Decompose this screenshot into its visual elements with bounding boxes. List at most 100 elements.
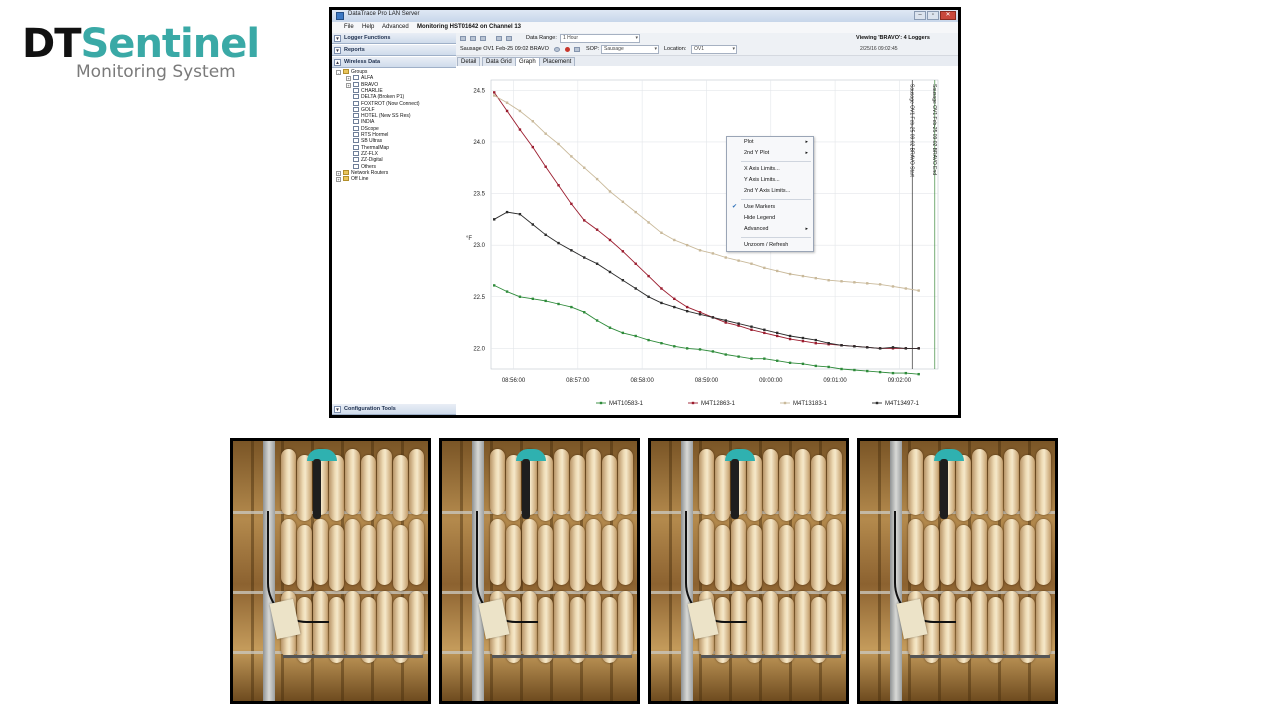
expand-icon[interactable]: + <box>336 177 341 183</box>
sausage-link <box>811 597 826 663</box>
sausage-probe-photo <box>648 438 849 704</box>
minimize-button[interactable]: – <box>914 11 926 20</box>
tree-item-label: CHARLIE <box>361 87 383 94</box>
tree-item[interactable]: + Network Routers <box>336 169 388 177</box>
tree-item[interactable]: Others <box>346 163 376 171</box>
legend-label[interactable]: M4T12863-1 <box>701 401 736 407</box>
menu-advanced[interactable]: Advanced <box>382 24 409 30</box>
context-menu-item[interactable]: Plot ▸ <box>727 137 813 148</box>
data-point <box>634 334 637 338</box>
data-point <box>711 350 715 353</box>
configuration-tools-label: Configuration Tools <box>344 406 396 412</box>
title-bar: DataTrace Pro LAN Server – ▫ ✕ <box>332 10 958 22</box>
context-menu-item[interactable]: 2nd Y Axis Limits... <box>727 186 813 197</box>
event-marker-label: Sausage OV1 Feb-25 09:02 BRAVO Start <box>908 84 914 177</box>
context-menu-item[interactable]: Y Axis Limits... <box>727 175 813 186</box>
tree-item-label: INDIA <box>361 119 375 126</box>
close-button[interactable]: ✕ <box>940 11 956 20</box>
tree-item[interactable]: DScope <box>346 125 379 133</box>
tree-item[interactable]: + ALFA <box>346 75 373 82</box>
pause-icon[interactable] <box>554 47 560 52</box>
wireless-data-header[interactable]: ▴ Wireless Data <box>332 57 456 68</box>
undo-icon[interactable] <box>470 36 476 41</box>
app-icon <box>336 12 344 20</box>
data-point <box>724 256 727 259</box>
check-icon[interactable] <box>460 36 466 41</box>
data-range-select[interactable]: 1 Hour <box>560 34 640 43</box>
maximize-button[interactable]: ▫ <box>927 11 939 20</box>
sausage-link <box>329 597 344 663</box>
menu-help[interactable]: Help <box>362 24 375 30</box>
sausage-link <box>956 455 971 521</box>
context-menu-item[interactable]: Unzoom / Refresh <box>727 240 813 251</box>
rack-pole <box>681 441 693 701</box>
grid-icon <box>353 106 359 112</box>
stop-icon[interactable] <box>574 47 580 52</box>
data-point <box>531 120 535 123</box>
context-menu-item[interactable]: Advanced ▸ <box>727 224 813 235</box>
tree-item[interactable]: GOLF <box>346 106 375 114</box>
event-marker-label: Sausage OV1 Feb-25 09:02 BRAVO End <box>931 84 937 175</box>
run-name: Sausage OV1 Feb-25 09:02 BRAVO <box>460 46 549 52</box>
temperature-chart[interactable]: 22.0 22.5 23.0 23.5 24.0 24.5 08:56:00 08:57:00… <box>456 66 958 415</box>
context-menu-item[interactable]: 2nd Y Plot ▸ <box>727 148 813 159</box>
tree-item[interactable]: ZZ-Digital <box>346 157 383 164</box>
sausage-link <box>361 455 376 521</box>
data-point <box>840 367 843 371</box>
sausage-link <box>570 525 585 591</box>
redo-icon[interactable] <box>480 36 486 41</box>
tree-item[interactable]: INDIA <box>346 119 374 126</box>
collapse-icon[interactable]: - <box>336 70 341 75</box>
tree-item[interactable]: RTS Hormel <box>346 132 388 139</box>
record-icon[interactable] <box>565 47 570 52</box>
sausage-link <box>393 455 408 521</box>
tree-item[interactable]: FOXTROT (Now Connect) <box>346 100 420 108</box>
legend-marker <box>599 401 603 405</box>
expand-icon[interactable]: + <box>336 170 341 176</box>
data-point <box>544 132 547 135</box>
data-point <box>673 305 676 309</box>
tree-item[interactable]: SB Ultras <box>346 138 382 145</box>
legend-label[interactable]: M4T13497-1 <box>885 401 920 407</box>
expand-icon[interactable]: + <box>346 76 351 82</box>
sop-select[interactable]: Sausage <box>601 45 659 54</box>
tab-placement[interactable]: Placement <box>539 57 576 66</box>
sausage-probe-photo <box>230 438 431 704</box>
tree-item[interactable]: + Off Line <box>336 176 368 183</box>
tree-item[interactable]: - Groups <box>336 69 367 76</box>
sausage-link <box>827 519 842 585</box>
context-menu-item[interactable]: Hide Legend <box>727 213 813 224</box>
context-menu-item[interactable]: Use Markers ✔ <box>727 202 813 213</box>
data-point <box>763 331 766 335</box>
logger-functions-header[interactable]: ▾ Logger Functions <box>332 33 456 44</box>
grid-icon <box>353 100 359 106</box>
context-menu-item[interactable]: X Axis Limits... <box>727 164 813 175</box>
tree-item[interactable]: CHARLIE <box>346 87 383 95</box>
tab-detail[interactable]: Detail <box>457 57 481 66</box>
sausage-link <box>1020 455 1035 521</box>
sausage-link <box>956 525 971 591</box>
configuration-tools-header[interactable]: ▾ Configuration Tools <box>332 404 456 415</box>
sausage-link <box>1036 591 1051 657</box>
tree-item[interactable]: ThermalMap <box>346 144 389 152</box>
tree-item-label: FOXTROT (Now Connect) <box>361 100 420 107</box>
expand-icon[interactable]: + <box>346 82 351 88</box>
data-point <box>917 372 920 376</box>
tree-item[interactable]: HOTEL (New SS Res) <box>346 113 411 120</box>
sausage-link <box>1036 449 1051 515</box>
tab-data-grid[interactable]: Data Grid <box>482 57 516 66</box>
x-tick-label: 09:01:00 <box>823 378 847 384</box>
tree-item[interactable]: DELTA (Broken P1) <box>346 94 404 101</box>
sausage-link <box>538 455 553 521</box>
logger-functions-label: Logger Functions <box>344 35 391 41</box>
reports-header[interactable]: ▾ Reports <box>332 45 456 56</box>
legend-label[interactable]: M4T10583-1 <box>609 401 644 407</box>
tree-item[interactable]: ZZ-FLX <box>346 150 378 158</box>
sausage-link <box>490 449 505 515</box>
location-select[interactable]: OV1 <box>691 45 737 54</box>
zoom-icon[interactable] <box>506 36 512 41</box>
menu-file[interactable]: File <box>344 24 354 30</box>
print-icon[interactable] <box>496 36 502 41</box>
tree-item[interactable]: + BRAVO <box>346 81 378 89</box>
legend-label[interactable]: M4T13183-1 <box>793 401 828 407</box>
